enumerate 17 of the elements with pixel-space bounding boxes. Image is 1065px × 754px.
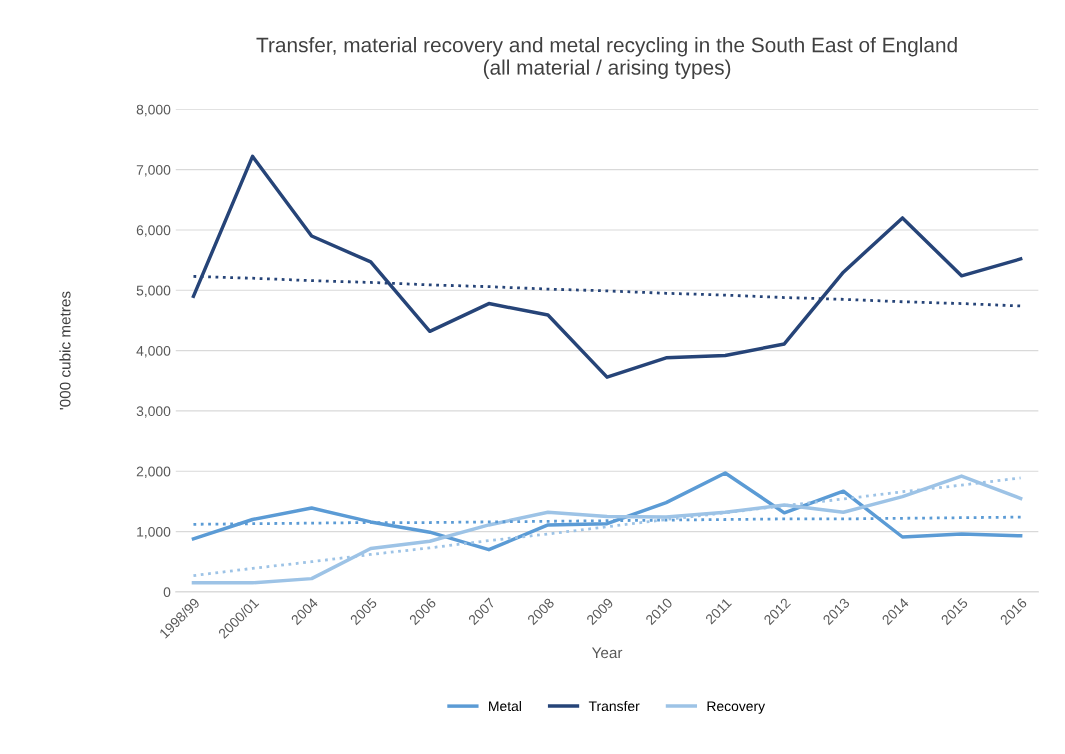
line-series (191, 154, 1023, 379)
line-series (191, 471, 1023, 552)
y-tick-label: 4,000 (136, 345, 171, 358)
y-tick-label: 0 (163, 587, 171, 598)
y-tick-label: 3,000 (136, 406, 171, 418)
y-tick-label: 8,000 (136, 104, 171, 117)
chart-title: Transfer, material recovery and metal recycling in the South East of England (all material / arising types) (256, 37, 957, 79)
y-tick-label: 2,000 (136, 466, 171, 479)
y-tick-label: 5,000 (136, 285, 171, 298)
x-axis-title: Year (591, 647, 623, 659)
y-tick-label: 6,000 (136, 225, 171, 237)
legend-label: Recovery (707, 701, 766, 714)
y-tick-label: 7,000 (136, 164, 171, 177)
legend-label: Transfer (588, 700, 640, 712)
y-tick-label: 1,000 (137, 526, 171, 539)
y-axis-title: '000 cubic metres (59, 291, 71, 410)
legend-label: Metal (489, 700, 521, 712)
